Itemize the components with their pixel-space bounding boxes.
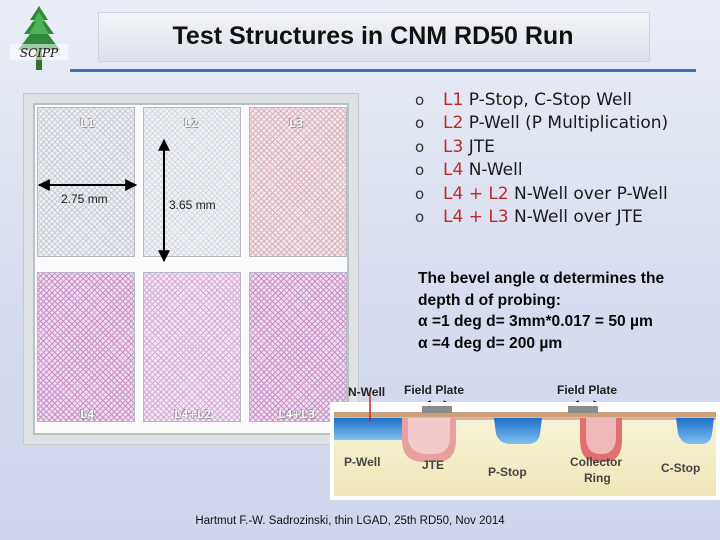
structure-label-l2: L2 [184,117,200,130]
list-item: o L4 N-Well [415,159,668,182]
structure-code: L4 [443,160,464,181]
width-dimension-label: 2.75 mm [61,192,108,206]
structure-code: L4 + L3 [443,206,509,227]
logo-text: SCIPP [20,46,59,60]
structure-code: L4 + L2 [443,183,509,204]
height-dimension-label: 3.65 mm [169,198,216,212]
jte-inner [408,418,450,454]
bevel-description: The bevel angle α determines the depth d… [418,268,716,354]
scipp-logo: SCIPP [10,6,68,70]
bevel-line: α =4 deg d= 200 µm [418,334,563,352]
oxide-layer [334,412,716,417]
field-plate-label-2: Field Plate [557,383,617,397]
structure-code: L3 [443,136,464,157]
structure-description: P-Stop, C-Stop Well [463,90,632,110]
bullet-icon: o [415,114,425,133]
structure-description: JTE [463,136,495,157]
list-item: o L4 + L2 N-Well over P-Well [415,183,668,206]
bullet-icon: o [415,161,425,180]
structure-label-l4: L4 [80,408,96,421]
structure-code: L2 [443,113,464,134]
list-item: o L4 + L3 N-Well over JTE [415,206,668,229]
list-item: o L3 JTE [415,136,668,159]
title-box [98,12,650,62]
bevel-line: The bevel angle α determines the [418,270,665,287]
list-item: o L2 P-Well (P Multiplication) [415,112,668,135]
title-rule [70,69,696,72]
pstop-label: P-Stop [488,465,527,479]
field-plate-metal-2 [568,406,598,413]
footer-credit: Hartmut F.-W. Sadrozinski, thin LGAD, 25… [195,515,505,527]
ring-label: Ring [584,471,611,485]
bullet-icon: o [415,184,425,203]
structure-label-l3: L3 [289,117,305,130]
jte-label: JTE [422,458,444,472]
structure-description: N-Well over P-Well [508,183,668,204]
nwell-region [334,418,420,440]
structure-label-l1: L1 [80,117,96,130]
page-title: Test Structures in CNM RD50 Run [172,22,574,50]
structure-label-l4-l3: L4+L3 [278,408,317,421]
structure-description: P-Well (P Multiplication) [463,113,669,134]
list-item: o L1 P-Stop, C-Stop Well [415,89,668,112]
bevel-line: α =1 deg d= 3mm*0.017 = 50 µm [418,313,653,330]
field-plate-label-1: Field Plate [404,383,464,397]
structure-code: L1 [443,90,464,110]
structure-l3 [249,107,347,257]
structure-label-l4-l2: L4+L2 [174,408,213,421]
structure-list: o L1 P-Stop, C-Stop Well o L2 P-Well (P Mu… [415,89,668,229]
cross-section-diagram: N-Well Field Plate Field Plate P-Well JT… [330,383,720,500]
cstop-label: C-Stop [661,461,700,475]
collector-ring-inner [586,418,616,454]
bullet-icon: o [415,207,425,226]
cstop-region [676,418,714,444]
nwell-label: N-Well [348,385,385,399]
field-plate-metal-1 [422,406,452,413]
dimension-arrows [37,138,170,263]
structure-description: N-Well over JTE [508,206,643,227]
structure-l4 [37,272,135,422]
structure-l4-l3 [249,272,347,422]
structure-description: N-Well [463,160,523,181]
pwell-label: P-Well [344,455,380,469]
bullet-icon: o [415,91,425,109]
collector-label: Collector [570,455,622,469]
structure-l4-l2 [143,272,241,422]
bullet-icon: o [415,137,425,156]
pstop-region [494,418,542,444]
bevel-line: depth d of probing: [418,291,561,309]
